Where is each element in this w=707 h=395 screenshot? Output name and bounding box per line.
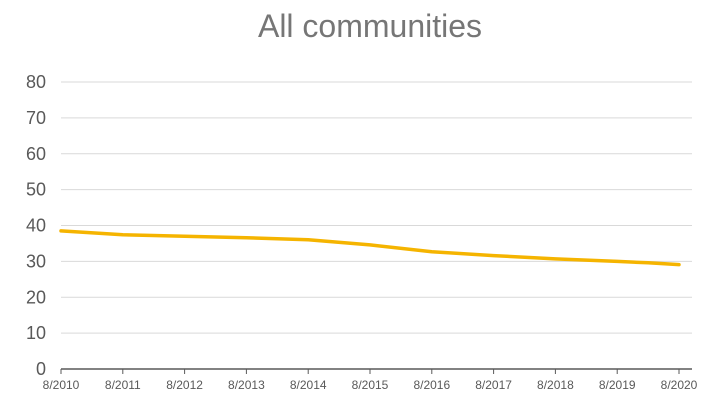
series-lines [59,229,681,267]
chart-title: All communities [257,8,483,44]
y-tick-label: 0 [36,359,46,379]
x-tick-label: 8/2016 [413,378,450,392]
x-tick-label: 8/2020 [661,378,698,392]
x-tick-label: 8/2012 [166,378,203,392]
x-tick-label: 8/2015 [352,378,389,392]
y-tick-label: 70 [26,108,46,128]
series-line [59,229,681,267]
x-axis [60,368,692,374]
x-tick-label: 8/2019 [599,378,636,392]
x-tick-label: 8/2017 [475,378,512,392]
y-axis-tick-labels: 0 10 20 30 40 50 60 70 80 [26,72,46,379]
x-tick-label: 8/2011 [105,378,141,392]
y-tick-label: 40 [26,216,46,236]
y-tick-label: 50 [26,180,46,200]
x-tick-label: 8/2018 [537,378,574,392]
y-tick-label: 30 [26,251,46,271]
x-tick-label: 8/2010 [43,378,80,392]
x-tick-label: 8/2014 [290,378,327,392]
x-axis-tick-labels: 8/2010 8/2011 8/2012 8/2013 8/2014 8/2015 8/20… [43,378,698,392]
y-tick-label: 20 [26,287,46,307]
x-tick-label: 8/2013 [228,378,265,392]
y-tick-label: 10 [26,323,46,343]
y-tick-label: 60 [26,144,46,164]
y-tick-label: 80 [26,72,46,92]
gridlines [61,81,692,334]
